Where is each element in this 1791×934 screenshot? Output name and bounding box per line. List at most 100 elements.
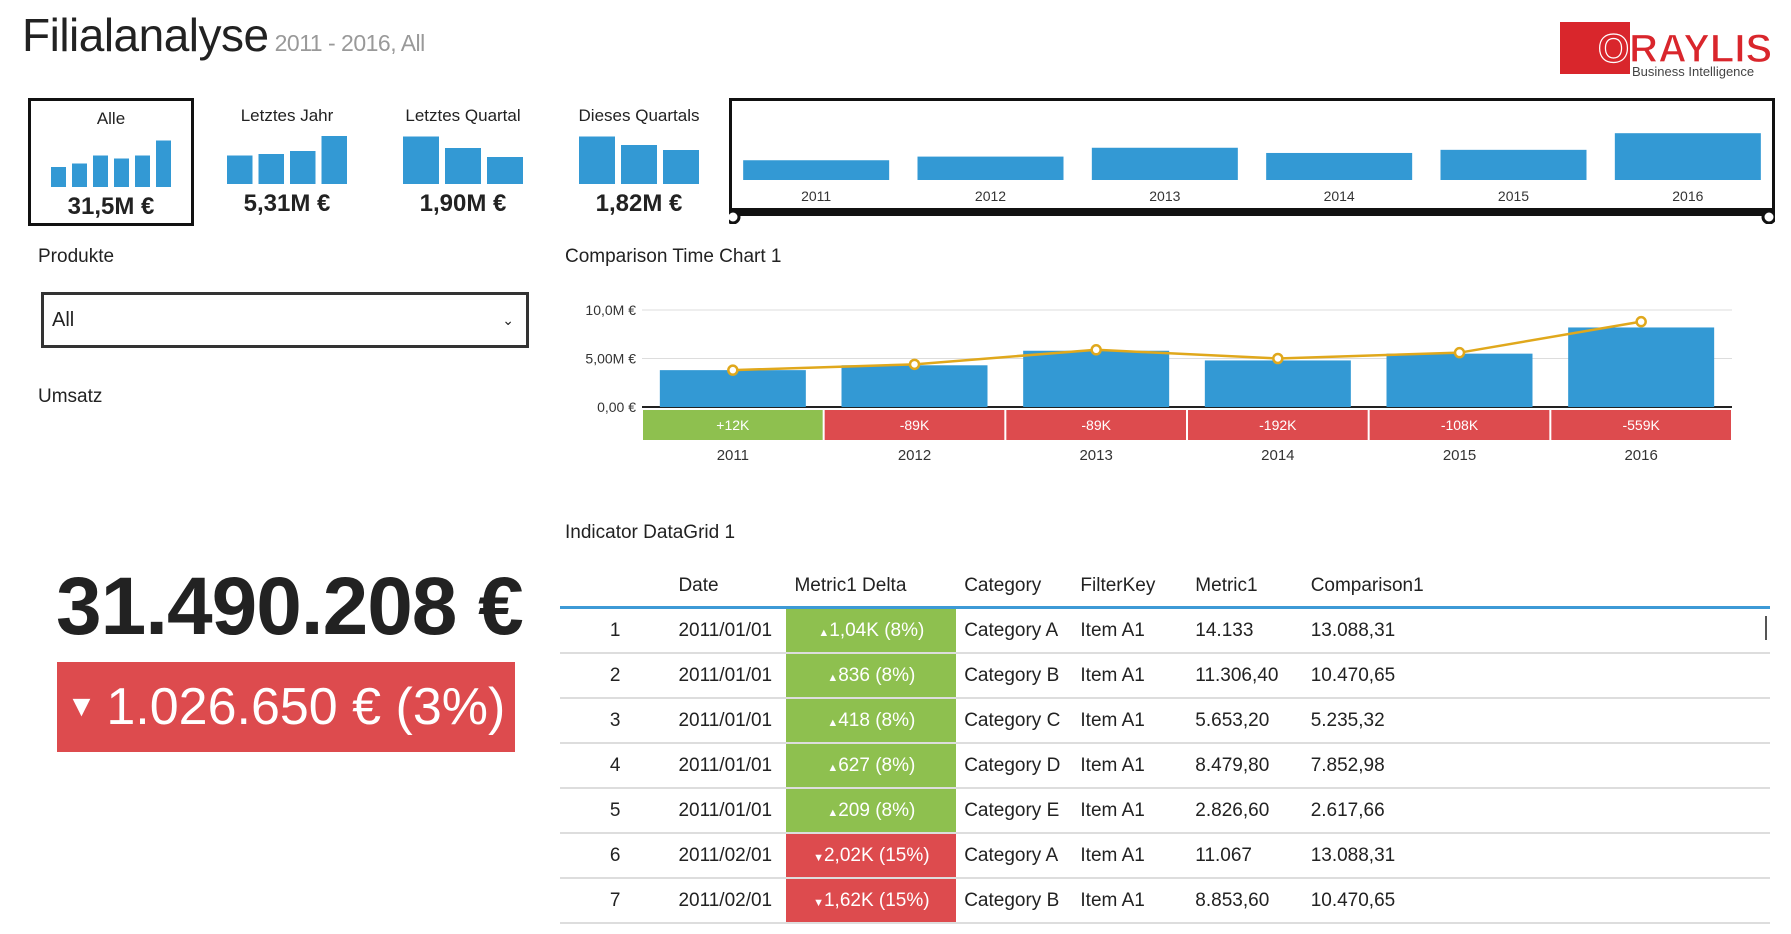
x-tick-label: 2011 (717, 447, 749, 464)
metric1-cell: 5.653,20 (1187, 698, 1303, 744)
table-row[interactable]: 5 2011/01/01 ▲209 (8%) Category E Item A1 2.8… (560, 788, 1770, 834)
kpi-spark-bar (258, 154, 284, 184)
page-title-text: Filialanalyse (22, 9, 269, 61)
metric1-delta-cell: ▲209 (8%) (786, 788, 957, 834)
kpi-value: 31,5M € (67, 193, 155, 220)
kpi-label: Alle (96, 109, 126, 128)
slider-handle-start[interactable] (729, 209, 741, 224)
comparison1-cell: 2.617,66 (1302, 788, 1770, 834)
row-index: 6 (560, 833, 671, 879)
slider-year-bar (1440, 149, 1587, 180)
row-index: 7 (560, 878, 671, 924)
metric1-cell: 14.133 (1187, 607, 1303, 654)
slider-track[interactable] (729, 210, 1775, 216)
kpi-spark-bar (487, 157, 523, 184)
metric1-cell: 8.853,60 (1187, 878, 1303, 924)
chart-line-point (1635, 315, 1647, 328)
slider-year-bar (1614, 133, 1761, 180)
slider-year-label: 2015 (1498, 188, 1529, 204)
chart-line-point (908, 358, 921, 371)
chart-line-point (1090, 344, 1102, 356)
column-header-metric1-delta[interactable]: Metric1 Delta (786, 566, 957, 609)
kpi-spark-bar (579, 136, 615, 184)
x-tick-label: 2014 (1261, 447, 1294, 464)
comparison1-cell: 5.235,32 (1302, 698, 1770, 744)
datagrid-header-row: Date Metric1 Delta Category FilterKey Me… (560, 566, 1770, 609)
kpi-spark-bar (135, 155, 150, 187)
column-header-filterkey[interactable]: FilterKey (1072, 566, 1188, 609)
chart-delta-label: -89K (900, 417, 930, 433)
filterkey-cell: Item A1 (1072, 743, 1188, 789)
metric1-cell: 8.479,80 (1187, 743, 1303, 789)
kpi-spark-bar (114, 158, 129, 187)
date-cell: 2011/01/01 (670, 607, 787, 654)
chart-delta-cell (1369, 410, 1550, 440)
metric1-cell: 2.826,60 (1187, 788, 1303, 834)
comparison1-cell: 13.088,31 (1302, 607, 1770, 654)
comparison1-cell: 13.088,31 (1302, 833, 1770, 879)
column-header-date[interactable]: Date (670, 566, 787, 609)
kpi-spark-bar (445, 148, 481, 184)
year-range-slider[interactable]: 2011 2012 2013 2014 2015 2016 (729, 98, 1775, 224)
table-row[interactable]: 4 2011/01/01 ▲627 (8%) Category D Item A1 8.4… (560, 743, 1770, 789)
metric1-delta-cell: ▲418 (8%) (786, 698, 957, 744)
kpi-sparkbars (403, 136, 523, 184)
comparison-chart-title: Comparison Time Chart 1 (565, 246, 782, 267)
kpi-label: Dieses Quartals (578, 106, 700, 125)
slider-year-bar (743, 160, 890, 180)
metric1-delta-cell: ▲1,04K (8%) (786, 607, 957, 654)
chart-delta-label: -108K (1441, 417, 1479, 433)
date-cell: 2011/01/01 (670, 653, 787, 699)
metric1-delta-cell: ▼2,02K (15%) (786, 833, 957, 879)
datagrid-title: Indicator DataGrid 1 (565, 522, 736, 543)
y-tick-label: 5,00M € (585, 351, 636, 367)
kpi-value: 1,90M € (419, 190, 507, 217)
y-tick-label: 10,0M € (585, 302, 636, 318)
kpi-tile-alle[interactable]: Alle 31,5M € (28, 98, 194, 226)
date-cell: 2011/01/01 (670, 743, 787, 789)
table-row[interactable]: 1 2011/01/01 ▲1,04K (8%) Category A Item A1 1… (560, 607, 1770, 654)
kpi-spark-bar (227, 155, 253, 184)
chart-delta-label: -89K (1081, 417, 1111, 433)
slider-frame (729, 98, 1775, 211)
chart-delta-cell (1188, 410, 1368, 440)
comparison1-cell: 10.470,65 (1302, 878, 1770, 924)
datagrid-body: 1 2011/01/01 ▲1,04K (8%) Category A Item A1 1… (560, 607, 1770, 924)
row-index: 2 (560, 653, 671, 699)
x-tick-label: 2016 (1624, 447, 1657, 464)
kpi-label: Letztes Quartal (405, 106, 521, 125)
column-header-index[interactable] (560, 566, 671, 609)
slider-handle-end[interactable] (1761, 209, 1775, 224)
datagrid-scrollbar[interactable] (1765, 616, 1767, 640)
comparison-time-chart: 0,00 € 5,00M € 10,0M € +12K 2011 -89K 2012 -89K… (585, 302, 1732, 464)
column-header-comparison1[interactable]: Comparison1 (1302, 566, 1770, 609)
column-header-metric1[interactable]: Metric1 (1187, 566, 1303, 609)
chart-bar (1386, 353, 1533, 407)
kpi-spark-bar (663, 150, 699, 184)
metric1-delta-cell: ▼1,62K (15%) (786, 878, 957, 924)
kpi-spark-bar (290, 151, 316, 184)
category-cell: Category C (956, 698, 1073, 744)
comparison1-cell: 10.470,65 (1302, 653, 1770, 699)
kpi-sparkbars (227, 136, 347, 184)
category-cell: Category B (956, 878, 1073, 924)
table-row[interactable]: 2 2011/01/01 ▲836 (8%) Category B Item A1 11.… (560, 653, 1770, 699)
comparison1-cell: 7.852,98 (1302, 743, 1770, 789)
kpi-tile-letztes-jahr[interactable]: Letztes Jahr 5,31M € (204, 98, 370, 226)
kpi-value: 5,31M € (243, 190, 331, 217)
kpi-tile-dieses-quartals[interactable]: Dieses Quartals 1,82M € (556, 98, 722, 226)
table-row[interactable]: 7 2011/02/01 ▼1,62K (15%) Category B Item A1… (560, 878, 1770, 924)
kpi-sparkbars (51, 140, 171, 187)
kpi-spark-bar (156, 140, 171, 187)
column-header-category[interactable]: Category (956, 566, 1073, 609)
table-row[interactable]: 6 2011/02/01 ▼2,02K (15%) Category A Item A1… (560, 833, 1770, 879)
category-cell: Category E (956, 788, 1073, 834)
chart-bar (1568, 327, 1715, 407)
produkte-dropdown[interactable]: All ⌄ (41, 292, 529, 348)
row-index: 4 (560, 743, 671, 789)
kpi-spark-bar (51, 167, 66, 187)
kpi-tile-letztes-quartal[interactable]: Letztes Quartal 1,90M € (380, 98, 546, 226)
kpi-spark-bar (93, 155, 108, 187)
table-row[interactable]: 3 2011/01/01 ▲418 (8%) Category C Item A1 5.6… (560, 698, 1770, 744)
triangle-up-icon: ▲ (827, 716, 839, 729)
